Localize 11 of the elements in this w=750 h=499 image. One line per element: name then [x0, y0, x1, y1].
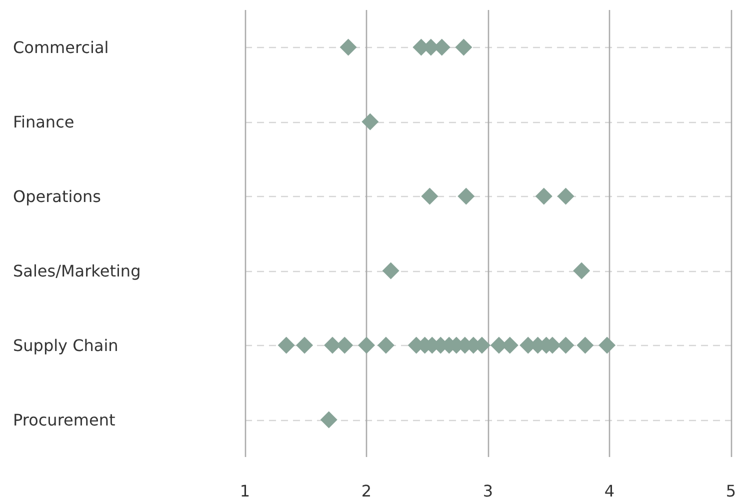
y-tick-label: Commercial [13, 38, 109, 57]
y-tick-label: Operations [13, 186, 101, 206]
y-tick-label: Sales/Marketing [13, 261, 141, 280]
x-tick-label: 3 [482, 482, 494, 499]
x-tick-label: 5 [726, 482, 736, 499]
y-tick-label: Procurement [13, 410, 116, 430]
x-tick-label: 4 [604, 482, 615, 499]
y-tick-label: Supply Chain [13, 336, 118, 355]
x-tick-label: 1 [240, 482, 250, 499]
y-tick-label: Finance [13, 112, 74, 132]
x-tick-label: 2 [361, 482, 372, 499]
